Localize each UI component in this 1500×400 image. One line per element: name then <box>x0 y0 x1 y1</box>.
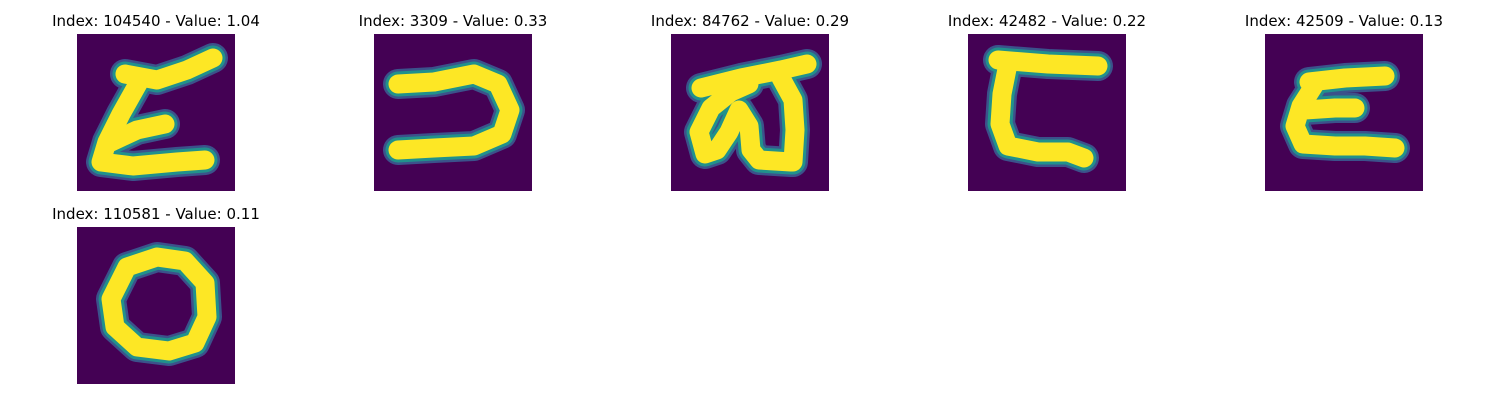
glyph-image-hook-c <box>374 34 532 191</box>
panel-title: Index: 84762 - Value: 0.29 <box>650 12 850 30</box>
glyph-image-ring-o <box>77 227 235 384</box>
panel-title: Index: 104540 - Value: 1.04 <box>52 12 260 30</box>
panel-title: Index: 110581 - Value: 0.11 <box>52 205 260 223</box>
panel-title: Index: 42509 - Value: 0.13 <box>1244 12 1444 30</box>
glyph-image-swoosh-z <box>77 34 235 191</box>
glyph-image-loop-a <box>671 34 829 191</box>
panel-title: Index: 42482 - Value: 0.22 <box>947 12 1147 30</box>
glyph-image-bracket-c <box>968 34 1126 191</box>
glyph-image-bracket-e <box>1265 34 1423 191</box>
panel-title: Index: 3309 - Value: 0.33 <box>358 12 548 30</box>
